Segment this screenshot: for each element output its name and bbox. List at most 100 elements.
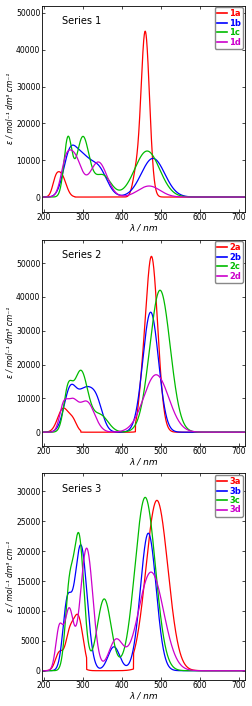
- Y-axis label: ε / mol⁻¹ dm³ cm⁻¹: ε / mol⁻¹ dm³ cm⁻¹: [6, 541, 15, 612]
- Line: 1a: 1a: [44, 31, 245, 197]
- Line: 3a: 3a: [44, 501, 245, 671]
- 2c: [128, 426, 131, 435]
- 1d: [65, 149, 68, 157]
- Line: 2c: 2c: [44, 290, 245, 432]
- 2d: [155, 371, 158, 379]
- Line: 2a: 2a: [44, 256, 245, 432]
- 3d: [239, 666, 242, 675]
- 1d: [243, 193, 246, 201]
- 1d: [77, 157, 80, 165]
- 3d: [128, 640, 131, 648]
- 3c: [119, 652, 122, 661]
- 1c: [67, 132, 70, 140]
- Text: Series 3: Series 3: [62, 484, 101, 493]
- 1a: [218, 193, 221, 201]
- 3b: [128, 658, 131, 666]
- 2c: [42, 428, 45, 436]
- Line: 3b: 3b: [44, 533, 245, 671]
- 1b: [42, 193, 45, 201]
- 1a: [128, 190, 131, 198]
- 2c: [159, 286, 162, 294]
- 3d: [218, 666, 221, 675]
- 1c: [65, 136, 68, 145]
- 2a: [218, 428, 221, 436]
- 2a: [150, 252, 153, 261]
- 2a: [243, 428, 246, 436]
- 3a: [65, 635, 68, 643]
- 1d: [42, 193, 45, 201]
- Text: Series 2: Series 2: [62, 250, 101, 260]
- 1d: [218, 193, 221, 201]
- Line: 1d: 1d: [44, 150, 245, 197]
- 3a: [155, 496, 159, 505]
- 1b: [218, 193, 221, 201]
- 3b: [119, 654, 122, 662]
- 1c: [77, 143, 80, 152]
- X-axis label: λ / nm: λ / nm: [129, 224, 158, 232]
- 3c: [128, 614, 131, 623]
- 3c: [65, 600, 68, 609]
- X-axis label: λ / nm: λ / nm: [129, 691, 158, 700]
- Legend: 1a, 1b, 1c, 1d: 1a, 1b, 1c, 1d: [214, 7, 243, 49]
- 2b: [149, 308, 152, 316]
- 3a: [128, 666, 131, 674]
- 1a: [42, 193, 45, 201]
- 1c: [239, 193, 242, 201]
- 2a: [119, 428, 122, 436]
- 2c: [239, 428, 242, 436]
- 1b: [128, 188, 131, 196]
- 3b: [147, 529, 150, 537]
- X-axis label: λ / nm: λ / nm: [129, 457, 158, 467]
- 3d: [65, 610, 68, 618]
- Line: 2d: 2d: [44, 375, 245, 432]
- 3c: [77, 528, 80, 537]
- 2b: [128, 425, 131, 433]
- 3c: [218, 666, 221, 675]
- 2c: [243, 428, 246, 436]
- 2b: [77, 385, 80, 393]
- 3d: [77, 608, 80, 616]
- 3d: [42, 666, 45, 675]
- 2b: [239, 428, 242, 436]
- 2a: [77, 424, 80, 432]
- 2a: [65, 406, 68, 414]
- 3a: [42, 666, 45, 675]
- 3c: [144, 493, 147, 501]
- Legend: 2a, 2b, 2c, 2d: 2a, 2b, 2c, 2d: [214, 241, 243, 282]
- 3b: [243, 666, 246, 675]
- 1b: [243, 193, 246, 201]
- 2d: [42, 428, 45, 436]
- 1a: [239, 193, 242, 201]
- 3a: [243, 666, 246, 675]
- 1d: [128, 191, 131, 199]
- 1a: [65, 181, 68, 190]
- 2c: [77, 368, 80, 376]
- 2b: [42, 428, 45, 436]
- 1d: [239, 193, 242, 201]
- 3c: [243, 666, 246, 675]
- 3c: [42, 666, 45, 675]
- Line: 1b: 1b: [44, 145, 245, 197]
- 2d: [218, 428, 221, 436]
- 2d: [77, 397, 80, 406]
- 1c: [119, 186, 122, 194]
- 2c: [119, 427, 122, 436]
- Line: 1c: 1c: [44, 136, 245, 197]
- 3b: [239, 666, 242, 675]
- 2d: [239, 428, 242, 436]
- 1d: [69, 145, 72, 154]
- 2a: [42, 428, 45, 436]
- 1c: [42, 193, 45, 201]
- 2d: [243, 428, 246, 436]
- 3a: [77, 611, 80, 620]
- 1c: [128, 176, 131, 184]
- 2b: [218, 428, 221, 436]
- Line: 3d: 3d: [44, 548, 245, 671]
- 1b: [65, 152, 68, 161]
- 2b: [119, 428, 122, 436]
- Line: 3c: 3c: [44, 497, 245, 671]
- Line: 2b: 2b: [44, 312, 245, 432]
- 2c: [218, 428, 221, 436]
- 3d: [243, 666, 246, 675]
- 3a: [239, 666, 242, 675]
